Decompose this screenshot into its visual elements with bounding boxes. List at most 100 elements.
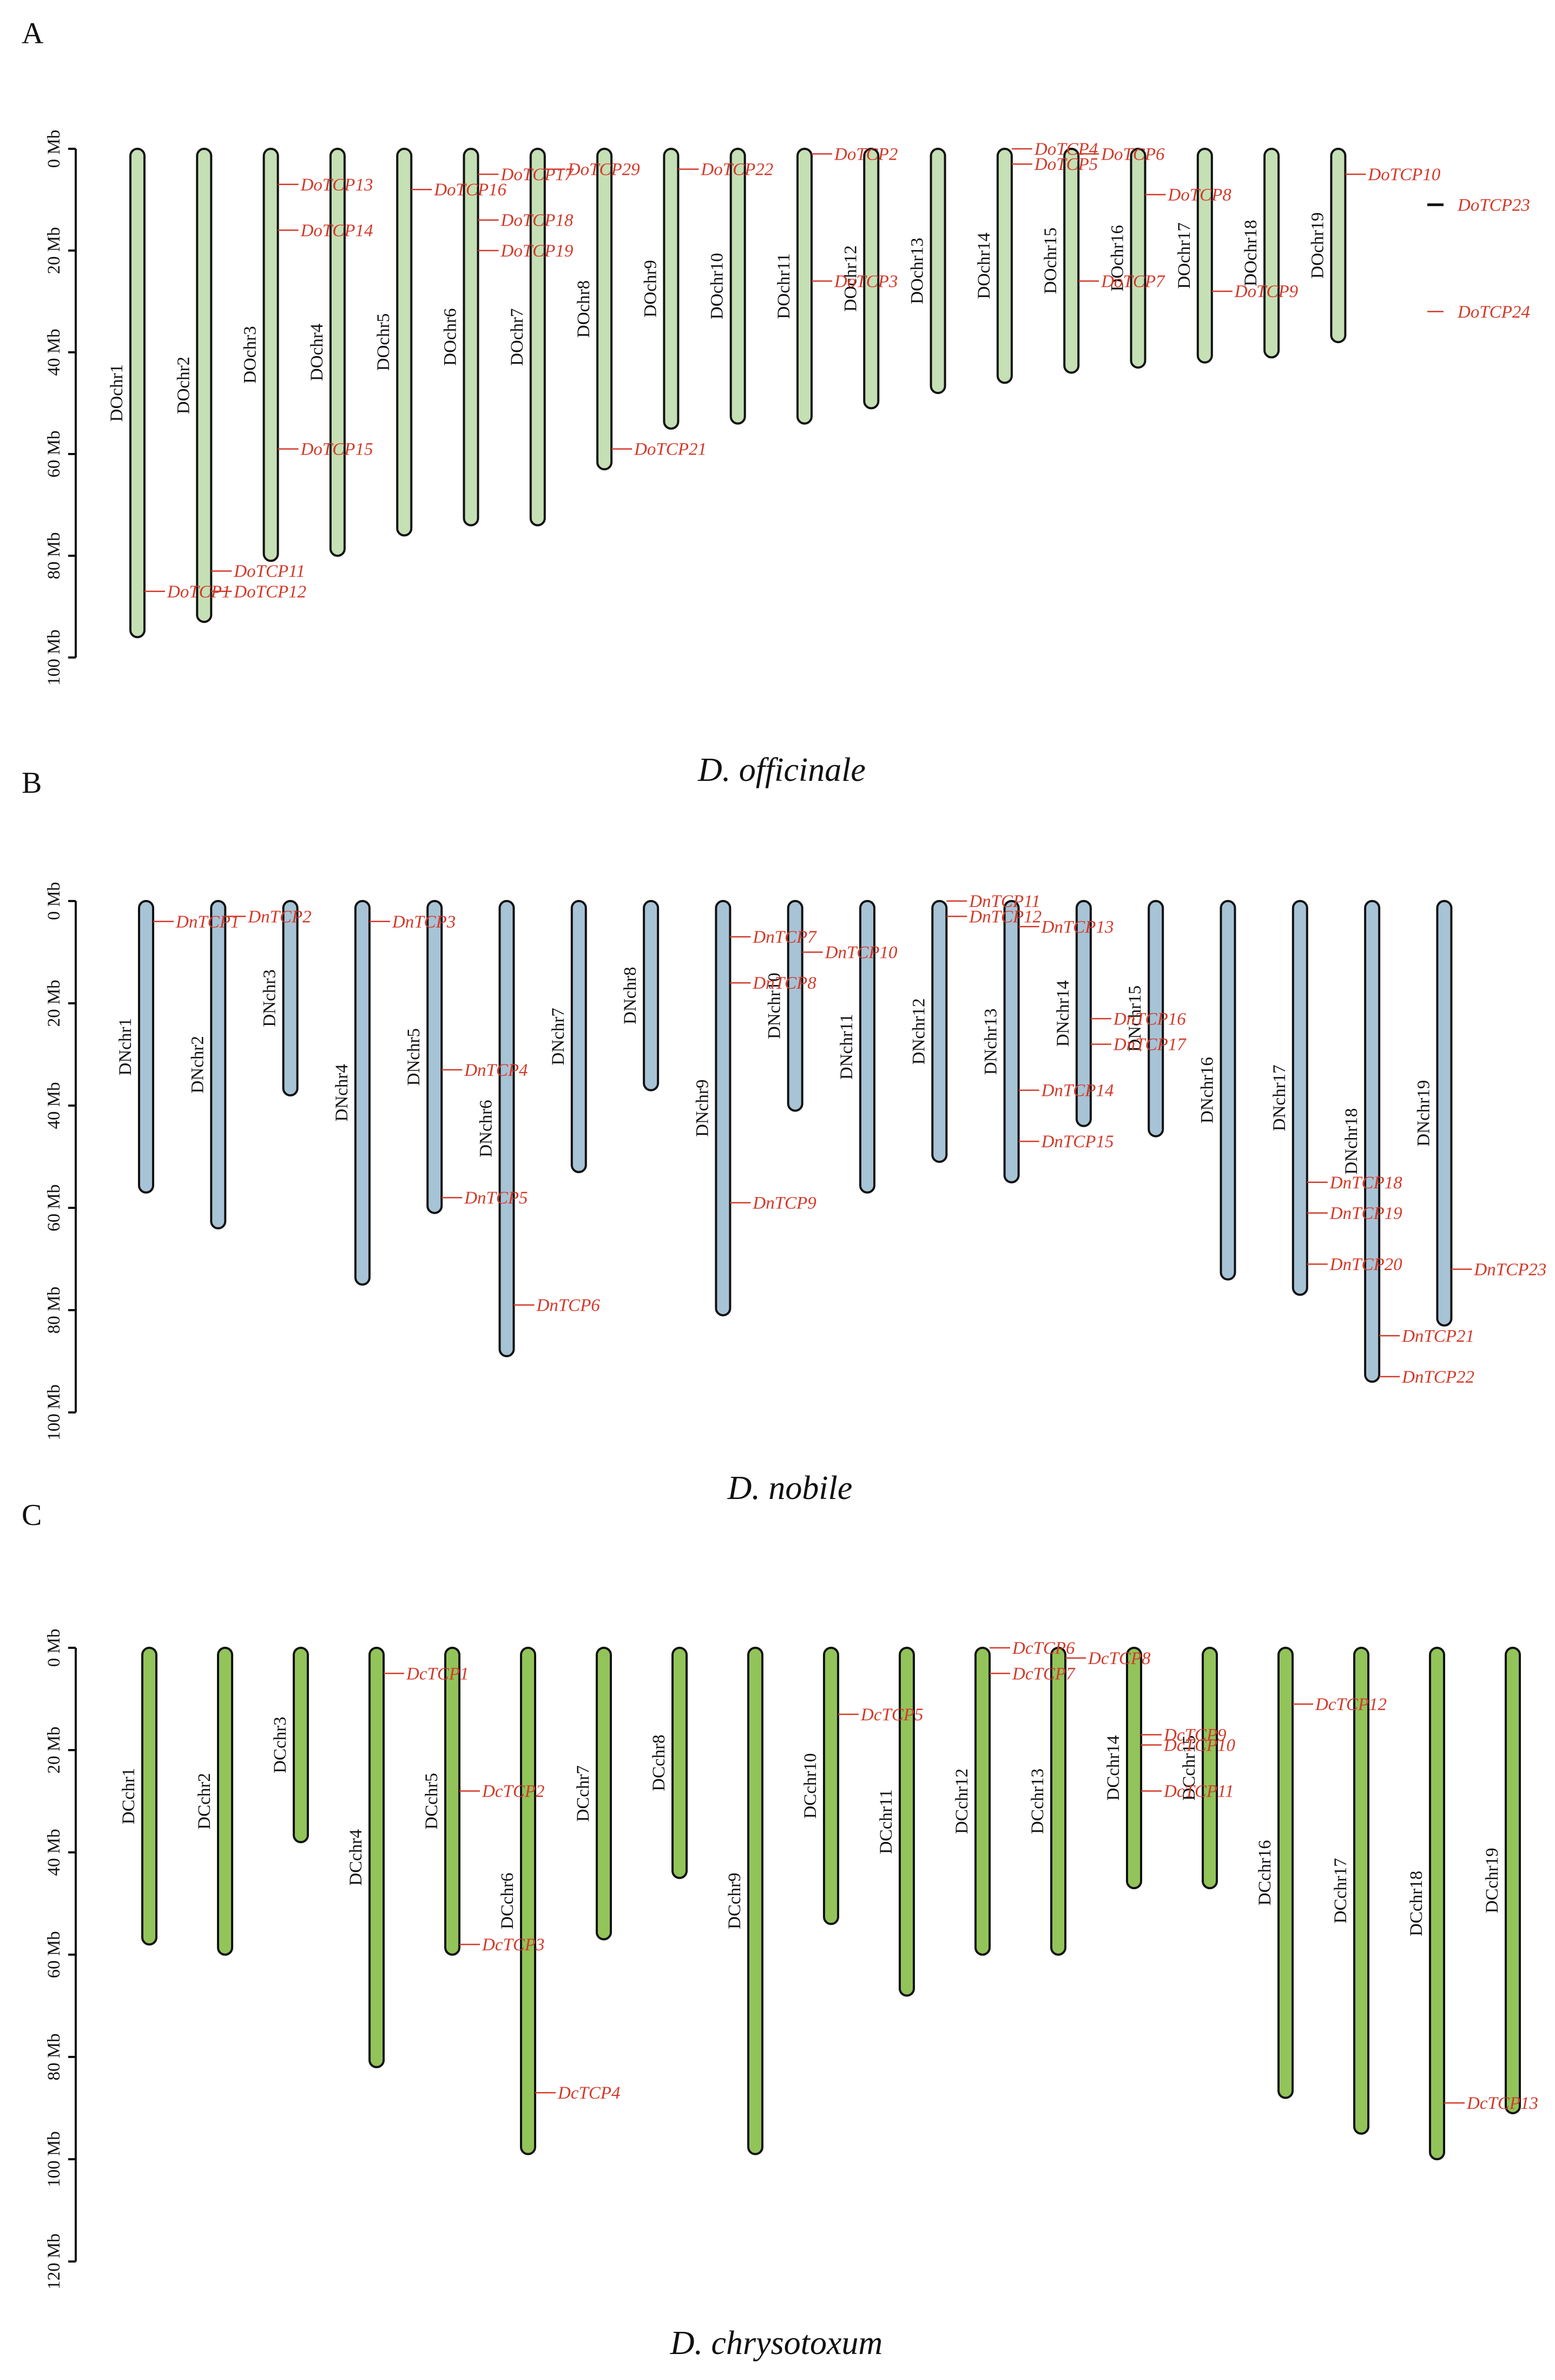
chromosome-dcchr5: [444, 1647, 460, 1956]
gene-label-dctcp12: DcTCP12: [1315, 1695, 1387, 1714]
gene-label-dotcp22: DoTCP22: [700, 160, 773, 180]
chromosome-dnchr15: [1148, 900, 1164, 1138]
axis-tick-label: 20 Mb: [44, 227, 64, 274]
chromosome-dnchr4: [354, 900, 371, 1286]
chromosome-dochr10: [729, 148, 746, 425]
chromosome-label: DOchr12: [841, 245, 860, 312]
chromosome-dcchr7: [596, 1647, 612, 1941]
panel-c-d-chrysotoxum: C D. chrysotoxum 0 Mb 20 Mb 40 Mb 60 Mb 80 Mb 1…: [22, 1498, 1538, 2362]
chromosome-dnchr17: [1292, 900, 1308, 1296]
chromosome-dochr2: [196, 148, 213, 623]
gene-label-dctcp5: DcTCP5: [860, 1705, 924, 1725]
chromosome-dochr1: [129, 148, 146, 639]
chromosome-dochr18: [1263, 148, 1280, 359]
chromosome-label: DNchr16: [1198, 1057, 1217, 1123]
chromosome-dcchr12: [974, 1647, 991, 1956]
chromosome-dcchr8: [671, 1647, 688, 1879]
chromosome-dnchr11: [859, 900, 875, 1194]
gene-label-dotcp3: DoTCP3: [834, 272, 898, 291]
chromosome-label: DCchr15: [1180, 1735, 1199, 1801]
chromosome-dochr7: [529, 148, 546, 527]
chromosome-dcchr6: [520, 1647, 536, 2155]
gene-label-dotcp24: DoTCP24: [1457, 303, 1530, 322]
gene-label-dotcp16: DoTCP16: [433, 180, 506, 200]
axis-tick-label: 40 Mb: [44, 1829, 64, 1876]
gene-label-dntcp3: DnTCP3: [392, 912, 456, 932]
gene-label-dctcp11: DcTCP11: [1163, 1782, 1234, 1802]
chromosome-dcchr16: [1277, 1647, 1294, 2099]
axis-tick-label: 0 Mb: [44, 1629, 64, 1667]
gene-label-dntcp10: DnTCP10: [825, 943, 898, 963]
chromosome-label: DNchr3: [260, 969, 280, 1027]
chromosome-dochr16: [1130, 148, 1147, 369]
chromosome-dochr14: [996, 148, 1013, 384]
chromosome-dcchr14: [1126, 1647, 1142, 1890]
gene-label-dotcp23: DoTCP23: [1457, 195, 1530, 215]
chromosome-label: DNchr17: [1270, 1064, 1289, 1131]
chromosome-dnchr5: [426, 900, 443, 1214]
chromosome-label: DOchr7: [508, 308, 527, 366]
chromosome-label: DCchr18: [1407, 1871, 1426, 1936]
chromosome-label: DOchr15: [1041, 227, 1060, 294]
gene-label-dctcp7: DcTCP7: [1012, 1664, 1076, 1684]
axis-tick-label: 60 Mb: [44, 1931, 64, 1978]
chromosome-dochr8: [596, 148, 613, 471]
gene-label-dctcp4: DcTCP4: [557, 2083, 621, 2103]
gene-label-dctcp13: DcTCP13: [1466, 2094, 1538, 2113]
gene-label-dctcp3: DcTCP3: [482, 1935, 545, 1955]
axis-tick-label: 120 Mb: [44, 2233, 64, 2290]
chromosome-dochr13: [930, 148, 946, 395]
chromosome-dochr9: [663, 148, 680, 430]
gene-label-dntcp21: DnTCP21: [1401, 1326, 1474, 1346]
gene-label-dotcp11: DoTCP11: [233, 562, 305, 581]
species-caption: D. nobile: [727, 1470, 853, 1507]
gene-label-dntcp20: DnTCP20: [1329, 1255, 1402, 1274]
chromosome-label: DCchr9: [725, 1873, 744, 1929]
chromosome-label: DCchr14: [1104, 1735, 1123, 1801]
gene-label-dotcp14: DoTCP14: [300, 221, 373, 240]
axis-tick-label: 80 Mb: [44, 1286, 64, 1333]
chromosome-dnchr13: [1003, 900, 1020, 1184]
chromosome-dcchr18: [1429, 1647, 1445, 2160]
axis-tick-label: 0 Mb: [44, 130, 64, 168]
gene-label-dntcp11: DnTCP11: [968, 892, 1040, 911]
chromosome-label: DCchr10: [801, 1753, 820, 1819]
chromosome-label: DCchr7: [574, 1765, 593, 1822]
chromosome-label: DOchr10: [708, 253, 727, 319]
gene-label-dotcp9: DoTCP9: [1234, 282, 1298, 301]
chromosome-dnchr8: [643, 900, 660, 1092]
chromosome-label: DOchr5: [374, 313, 393, 371]
chromosome-label: DOchr6: [441, 308, 460, 366]
chromosome-dochr15: [1063, 148, 1080, 374]
axis-tick-label: 40 Mb: [44, 328, 64, 376]
chromosome-label: DNchr13: [981, 1008, 1001, 1075]
axis-tick-label: 20 Mb: [44, 979, 64, 1027]
axis-tick-label: 100 Mb: [44, 629, 64, 686]
gene-label-dntcp16: DnTCP16: [1113, 1009, 1186, 1029]
chromosome-dcchr17: [1353, 1647, 1369, 2135]
chromosome-label: DCchr3: [271, 1717, 290, 1773]
panel-letter: B: [22, 766, 42, 800]
chromosome-label: DNchr4: [332, 1064, 352, 1121]
gene-label-dotcp2: DoTCP2: [834, 144, 898, 164]
chromosome-label: DCchr5: [422, 1773, 442, 1829]
gene-label-dctcp10: DcTCP10: [1163, 1736, 1236, 1756]
gene-label-dntcp5: DnTCP5: [464, 1188, 528, 1208]
gene-label-dotcp4: DoTCP4: [1034, 140, 1098, 159]
gene-label-dntcp18: DnTCP18: [1329, 1173, 1402, 1193]
chromosome-label: DCchr8: [649, 1734, 669, 1791]
chromosome-label: DCchr19: [1482, 1848, 1502, 1913]
chromosome-dnchr6: [498, 900, 515, 1358]
gene-label-dotcp29: DoTCP29: [567, 160, 640, 180]
gene-label-dotcp18: DoTCP18: [500, 211, 574, 231]
chromosome-label: DOchr13: [908, 238, 927, 304]
chromosome-label: DOchr14: [974, 233, 994, 299]
chromosome-label: DNchr12: [909, 998, 928, 1065]
axis-tick-label: 0 Mb: [44, 882, 64, 921]
chromosome-dcchr1: [141, 1647, 157, 1946]
chromosome-dochr3: [262, 148, 279, 562]
gene-label-dotcp17: DoTCP17: [500, 165, 574, 185]
chromosome-dnchr16: [1220, 900, 1236, 1281]
panel-letter: A: [22, 17, 44, 50]
